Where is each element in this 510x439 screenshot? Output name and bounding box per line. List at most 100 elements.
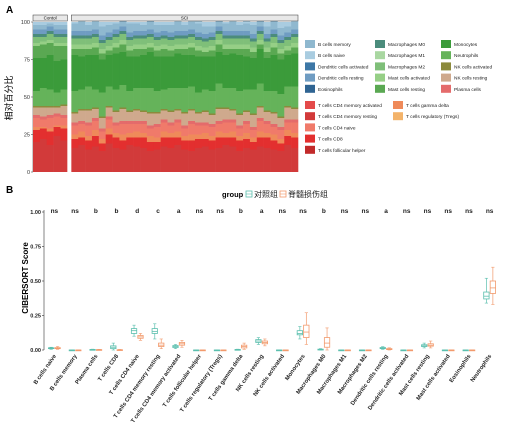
stack-segment [188, 109, 196, 111]
stack-segment [291, 148, 299, 172]
stack-segment [46, 23, 54, 27]
stack-segment [181, 149, 189, 172]
legend-swatch [305, 40, 315, 48]
stack-segment [133, 109, 141, 111]
stack-segment [153, 56, 161, 91]
stack-segment [229, 44, 237, 49]
stack-segment [291, 34, 299, 37]
stack-segment [33, 130, 41, 142]
legend-swatch [305, 134, 315, 143]
legend-label: T cells regulatory (Tregs) [406, 114, 459, 120]
stack-segment [181, 125, 189, 129]
stack-segment [277, 35, 285, 40]
stack-segment [33, 115, 41, 118]
stack-segment [181, 31, 189, 36]
stack-segment [194, 113, 203, 123]
legend-label: Mast cells resting [388, 87, 425, 93]
stack-segment [243, 148, 251, 172]
stack-segment [126, 37, 134, 40]
stack-segment [194, 46, 203, 51]
stack-segment [284, 122, 292, 130]
stack-segment [153, 22, 161, 25]
stack-segment [270, 37, 278, 43]
stack-segment [167, 50, 175, 57]
stack-segment [126, 137, 134, 145]
significance-label: ns [279, 208, 287, 215]
stack-segment [208, 50, 216, 57]
stack-segment [263, 38, 271, 42]
stack-segment [112, 133, 120, 138]
stack-segment [53, 125, 61, 127]
stack-segment [188, 55, 196, 87]
stack-segment [146, 142, 155, 151]
significance-label: ns [71, 208, 79, 215]
stack-segment [243, 35, 251, 39]
stack-segment [277, 25, 285, 28]
stack-segment [284, 119, 292, 123]
stack-segment [119, 19, 127, 27]
stack-segment [174, 88, 182, 109]
stack-segment [167, 110, 175, 112]
stack-segment [284, 86, 292, 106]
stack-segment [229, 137, 237, 147]
stack-segment [91, 47, 100, 55]
stack-segment [222, 23, 230, 31]
x-tick-label: Dendritic cells activated [367, 353, 410, 411]
stack-segment [249, 130, 258, 138]
panel-a-bars [33, 16, 299, 172]
stack-segment [243, 139, 251, 148]
stack-segment [140, 133, 148, 138]
stack-segment [215, 107, 223, 109]
stack-segment [243, 31, 251, 36]
stack-segment [133, 137, 141, 147]
stack-segment [33, 127, 41, 130]
stack-segment [167, 112, 175, 123]
stack-segment [284, 40, 292, 46]
stack-segment [208, 22, 216, 24]
stack-segment [78, 35, 86, 39]
significance-label: ns [486, 208, 494, 215]
stack-segment [194, 40, 203, 46]
stack-segment [188, 47, 196, 55]
stack-segment [119, 140, 127, 150]
stack-segment [208, 37, 216, 40]
stack-segment [215, 31, 223, 34]
legend-label: Neutrophils [454, 53, 479, 59]
stack-segment [236, 23, 244, 25]
stack-segment [215, 121, 223, 124]
b-y-tick-label: 0.50 [30, 279, 41, 285]
a-y-tick-label: 0 [27, 170, 30, 176]
stack-segment [160, 56, 168, 90]
significance-label: ns [403, 208, 411, 215]
stack-segment [153, 91, 161, 112]
panel-b-legend: group 对照组 脊髓损伤组 [222, 189, 328, 199]
stack-segment [243, 56, 251, 90]
stack-segment [277, 118, 285, 127]
stack-segment [112, 137, 120, 148]
significance-label: ns [299, 208, 307, 215]
stack-segment [222, 107, 230, 109]
stack-segment [229, 31, 237, 36]
stack-segment [236, 49, 244, 55]
stack-segment [222, 88, 230, 108]
stack-segment [222, 35, 230, 39]
stack-segment [39, 41, 48, 45]
stack-segment [60, 25, 68, 30]
stack-segment [188, 124, 196, 135]
stack-segment [208, 26, 216, 33]
stack-segment [119, 85, 127, 108]
stack-segment [229, 146, 237, 172]
stack-segment [126, 133, 134, 138]
stack-segment [146, 112, 155, 114]
stack-segment [53, 37, 61, 43]
stack-segment [201, 112, 210, 123]
stack-segment [263, 148, 271, 172]
stack-segment [98, 26, 106, 36]
stack-segment [39, 88, 48, 106]
legend-swatch [305, 73, 315, 82]
b-y-tick-label: 0.75 [30, 245, 41, 251]
stack-segment [71, 139, 79, 148]
stack-segment [140, 88, 148, 111]
stack-segment [229, 38, 237, 45]
stack-segment [222, 22, 230, 24]
